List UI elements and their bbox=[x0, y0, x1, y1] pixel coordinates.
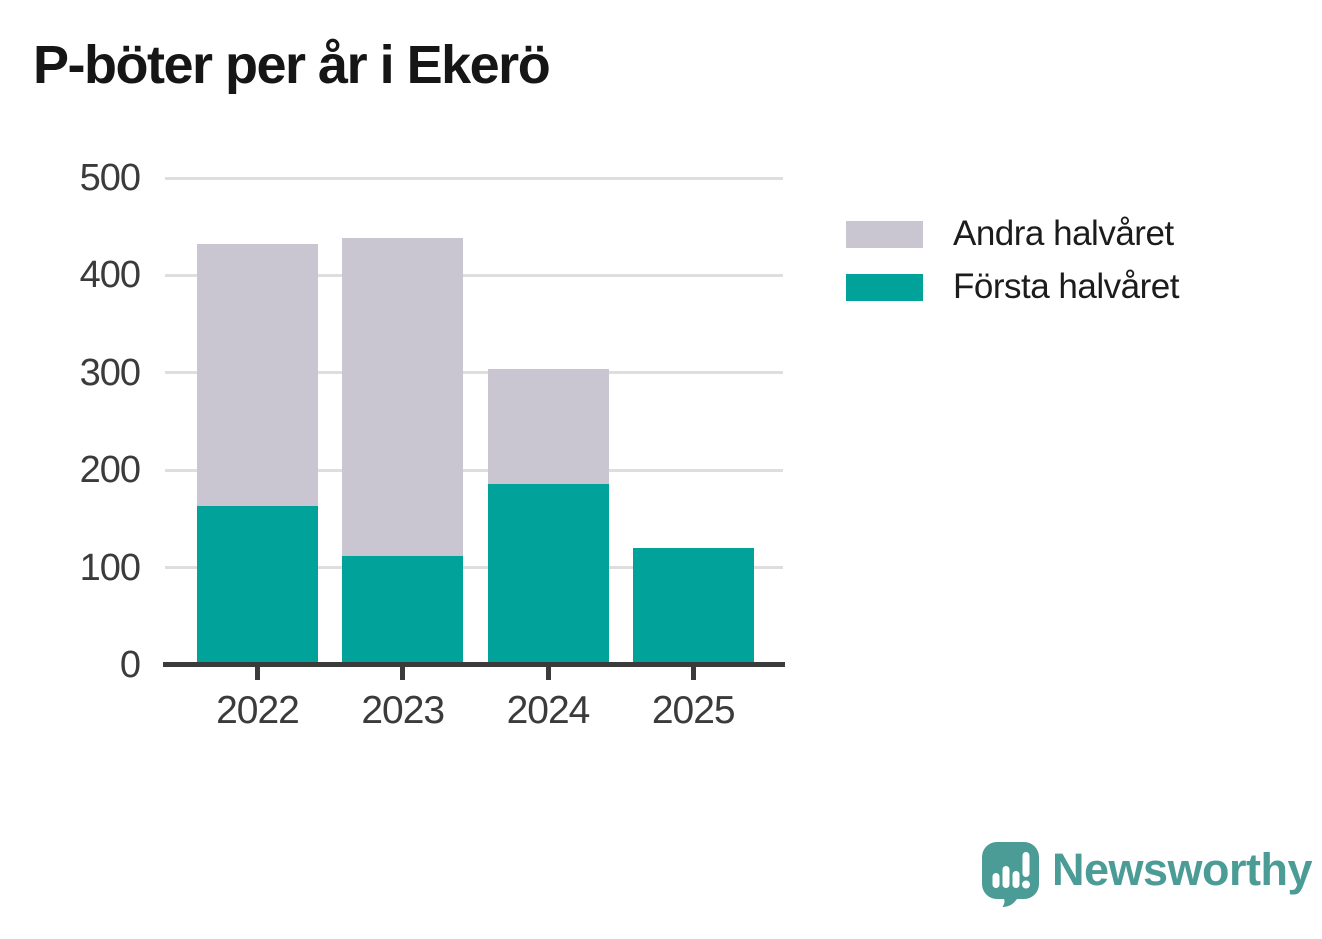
y-tick-label-300: 300 bbox=[79, 351, 141, 394]
x-axis-tick-2025 bbox=[690, 665, 696, 680]
x-axis-tick-2022 bbox=[255, 665, 260, 680]
gridline-100 bbox=[165, 566, 783, 570]
bar-segment-2025-forsta-halvaret bbox=[632, 548, 754, 665]
x-axis-line bbox=[163, 662, 785, 667]
x-axis-tick-2024 bbox=[545, 665, 551, 680]
gridline-200 bbox=[165, 468, 783, 472]
legend-item-forsta-halvaret: Första halvåret bbox=[846, 267, 1179, 307]
y-tick-label-100: 100 bbox=[79, 546, 141, 589]
newsworthy-logo-text: Newsworthy bbox=[1052, 844, 1313, 895]
legend-label-forsta-halvaret: Första halvåret bbox=[953, 267, 1179, 306]
bar-segment-2022-forsta-halvaret bbox=[197, 506, 318, 665]
x-tick-label-2022: 2022 bbox=[216, 689, 300, 732]
x-tick-label-2024: 2024 bbox=[506, 689, 591, 732]
legend-item-andra-halvaret: Andra halvåret bbox=[846, 214, 1179, 254]
bar-segment-2024-andra-halvaret bbox=[487, 368, 609, 484]
gridline-300 bbox=[165, 371, 783, 375]
bar-segment-2024-forsta-halvaret bbox=[487, 483, 609, 665]
chart-title: P-böter per år i Ekerö bbox=[33, 35, 551, 95]
y-tick-label-200: 200 bbox=[79, 449, 141, 492]
x-tick-label-2025: 2025 bbox=[651, 689, 736, 732]
legend-label-andra-halvaret: Andra halvåret bbox=[953, 214, 1174, 253]
y-tick-label-500: 500 bbox=[79, 157, 141, 199]
x-axis-tick-2023 bbox=[400, 665, 406, 680]
gridline-400 bbox=[165, 273, 783, 277]
legend-swatch-andra-halvaret bbox=[846, 220, 923, 248]
gridline-500 bbox=[165, 176, 783, 180]
bar-segment-2023-andra-halvaret bbox=[342, 238, 464, 556]
y-tick-label-400: 400 bbox=[79, 254, 141, 297]
newsworthy-logo-icon bbox=[982, 842, 1039, 907]
legend-swatch-forsta-halvaret bbox=[846, 273, 923, 301]
y-tick-label-0: 0 bbox=[119, 644, 141, 686]
chart-legend: Andra halvåret Första halvåret bbox=[846, 214, 1179, 320]
bar-segment-2023-forsta-halvaret bbox=[342, 555, 464, 665]
x-tick-label-2023: 2023 bbox=[361, 689, 445, 732]
newsworthy-branding: Newsworthy bbox=[982, 842, 1313, 907]
bar-segment-2022-andra-halvaret bbox=[197, 244, 318, 507]
